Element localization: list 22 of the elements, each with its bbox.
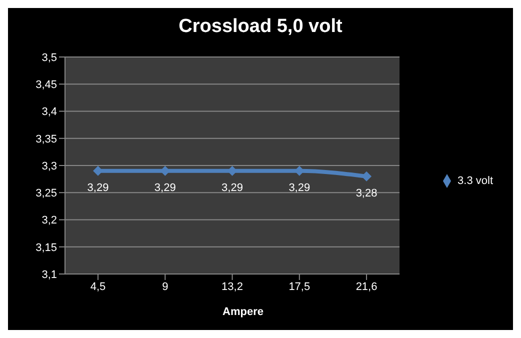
x-tick-label: 4,5 [90, 280, 106, 293]
data-label: 3,29 [87, 182, 109, 194]
y-tick-label: 3,2 [42, 214, 57, 227]
data-label: 3,29 [288, 182, 310, 194]
x-tick-label: 21,6 [356, 280, 378, 293]
x-tick-label: 17,5 [288, 280, 310, 293]
y-tick-label: 3,1 [42, 268, 57, 281]
y-tick-label: 3,25 [36, 188, 57, 200]
chart-title: Crossload 5,0 volt [178, 16, 344, 38]
data-label: 3,28 [356, 187, 378, 200]
data-label: 3,29 [154, 182, 176, 194]
y-tick-label: 3,4 [42, 106, 57, 118]
y-tick-label: 3,15 [36, 242, 57, 254]
y-tick-label: 3,45 [36, 79, 57, 92]
y-tick-label: 3,35 [36, 133, 57, 146]
legend-label: 3.3 volt [458, 174, 493, 186]
x-axis-title: Ampere [222, 306, 264, 318]
x-tick-label: 9 [162, 280, 168, 293]
data-label: 3,29 [222, 182, 243, 194]
y-tick-label: 3,3 [42, 160, 57, 172]
y-tick-label: 3,5 [42, 52, 57, 64]
x-tick-label: 13,2 [222, 280, 243, 293]
